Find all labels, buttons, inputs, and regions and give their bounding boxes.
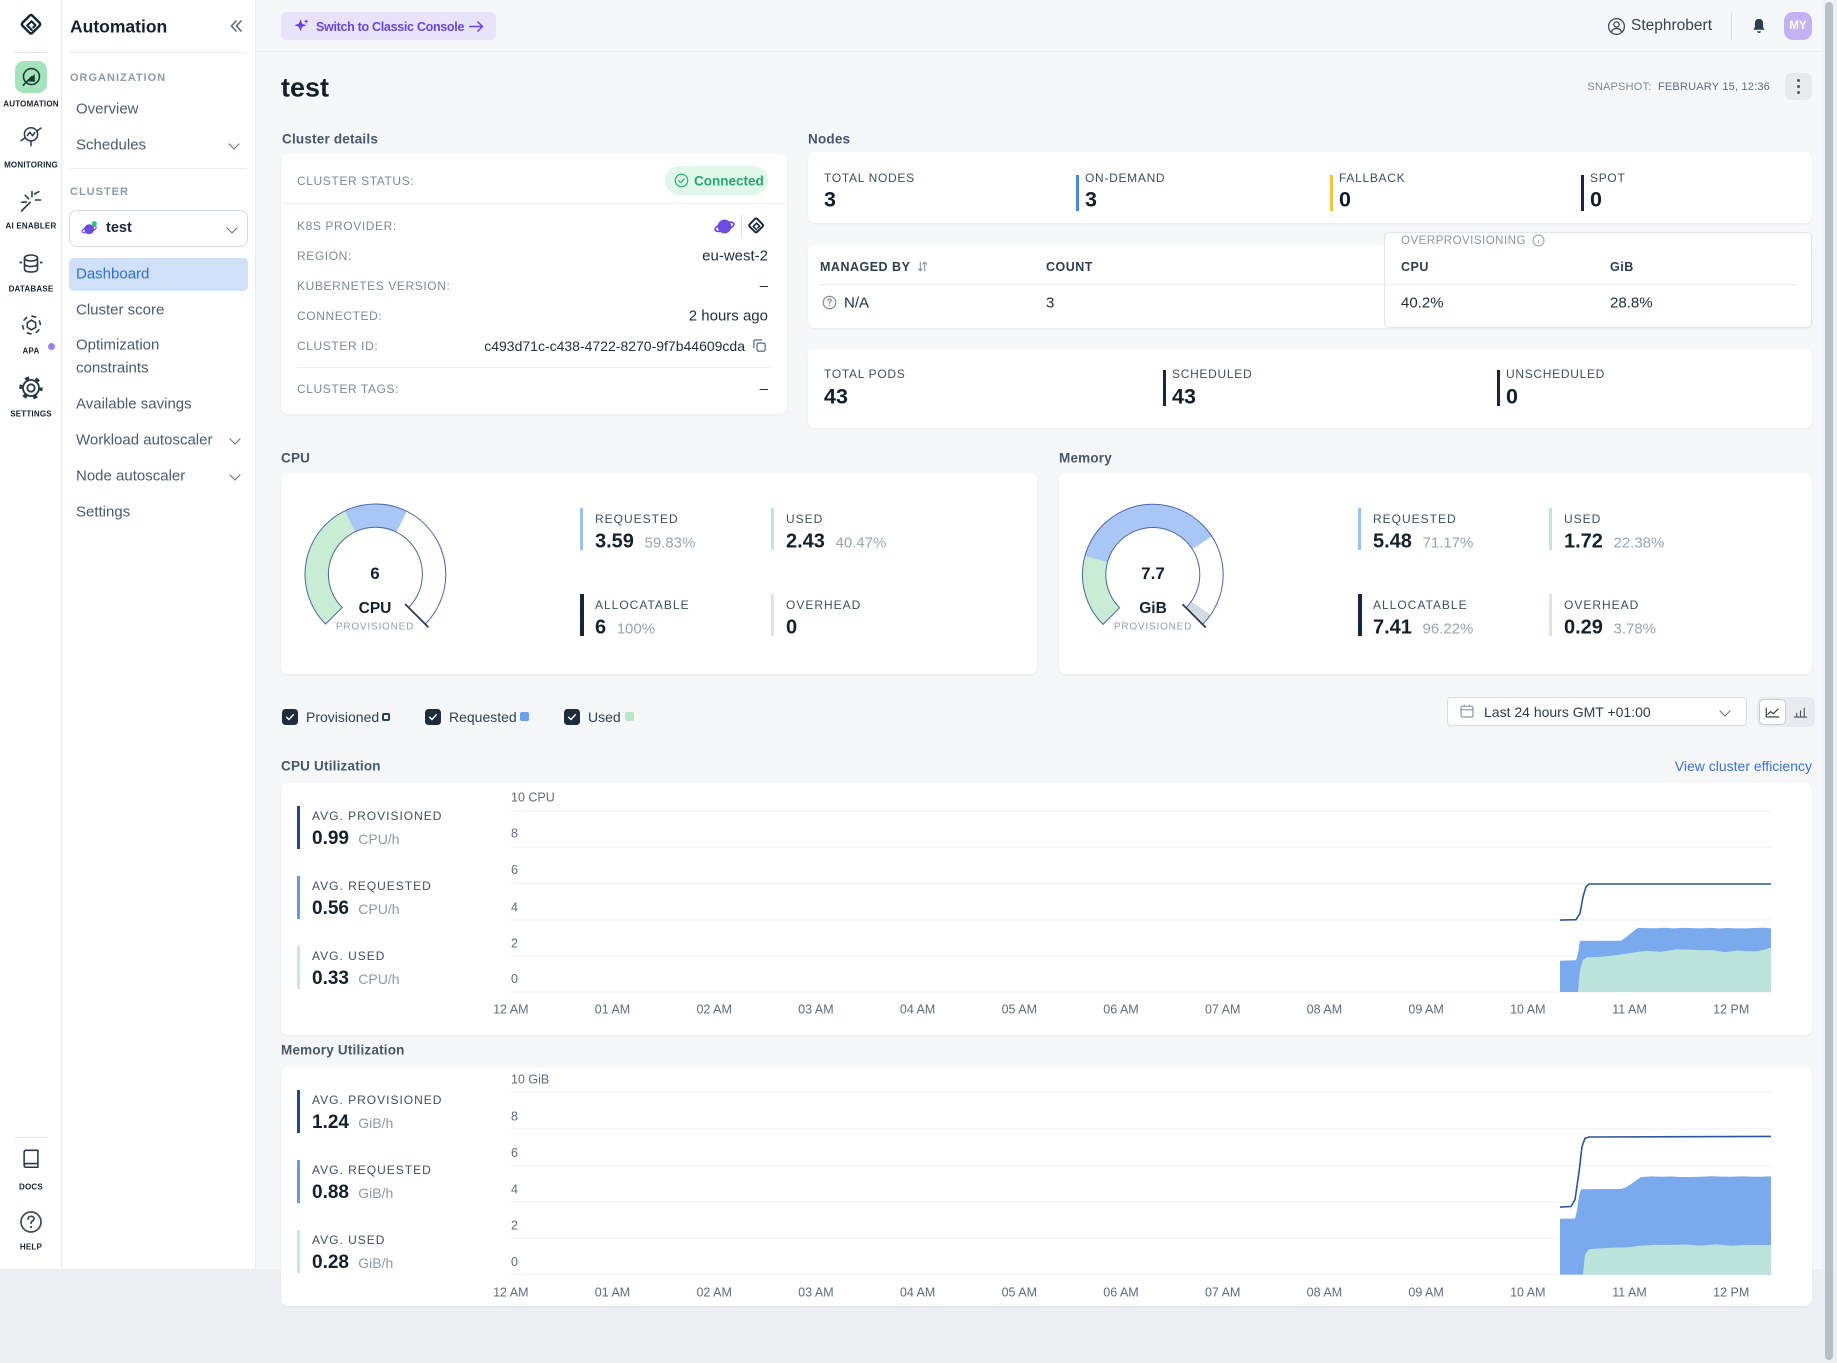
svg-text:12 PM: 12 PM	[1713, 1286, 1749, 1300]
svg-text:10 AM: 10 AM	[1510, 1003, 1545, 1017]
svg-text:12 AM: 12 AM	[493, 1286, 528, 1300]
svg-text:0: 0	[511, 972, 518, 986]
svg-text:4: 4	[511, 1182, 518, 1196]
svg-text:09 AM: 09 AM	[1408, 1286, 1443, 1300]
svg-text:08 AM: 08 AM	[1307, 1003, 1342, 1017]
svg-text:6: 6	[511, 1146, 518, 1160]
svg-text:05 AM: 05 AM	[1002, 1286, 1037, 1300]
svg-text:8: 8	[511, 1110, 518, 1124]
svg-text:11 AM: 11 AM	[1612, 1003, 1647, 1017]
svg-text:06 AM: 06 AM	[1103, 1003, 1138, 1017]
svg-text:0: 0	[511, 1255, 518, 1269]
svg-text:10 AM: 10 AM	[1510, 1286, 1545, 1300]
svg-text:01 AM: 01 AM	[595, 1286, 630, 1300]
svg-text:07 AM: 07 AM	[1205, 1286, 1240, 1300]
svg-text:04 AM: 04 AM	[900, 1286, 935, 1300]
svg-text:01 AM: 01 AM	[595, 1003, 630, 1017]
svg-text:05 AM: 05 AM	[1002, 1003, 1037, 1017]
svg-text:10 CPU: 10 CPU	[511, 791, 555, 805]
svg-text:08 AM: 08 AM	[1307, 1286, 1342, 1300]
svg-text:8: 8	[511, 827, 518, 841]
svg-text:03 AM: 03 AM	[798, 1286, 833, 1300]
svg-text:4: 4	[511, 900, 518, 914]
svg-text:11 AM: 11 AM	[1612, 1286, 1647, 1300]
svg-text:09 AM: 09 AM	[1408, 1003, 1443, 1017]
svg-text:6: 6	[511, 863, 518, 877]
svg-text:2: 2	[511, 937, 518, 951]
svg-text:02 AM: 02 AM	[696, 1286, 731, 1300]
svg-text:03 AM: 03 AM	[798, 1003, 833, 1017]
svg-text:2: 2	[511, 1219, 518, 1233]
svg-text:04 AM: 04 AM	[900, 1003, 935, 1017]
svg-text:12 AM: 12 AM	[493, 1003, 528, 1017]
svg-text:07 AM: 07 AM	[1205, 1003, 1240, 1017]
svg-text:10 GiB: 10 GiB	[511, 1073, 549, 1087]
svg-text:06 AM: 06 AM	[1103, 1286, 1138, 1300]
svg-text:12 PM: 12 PM	[1713, 1003, 1749, 1017]
svg-text:02 AM: 02 AM	[696, 1003, 731, 1017]
